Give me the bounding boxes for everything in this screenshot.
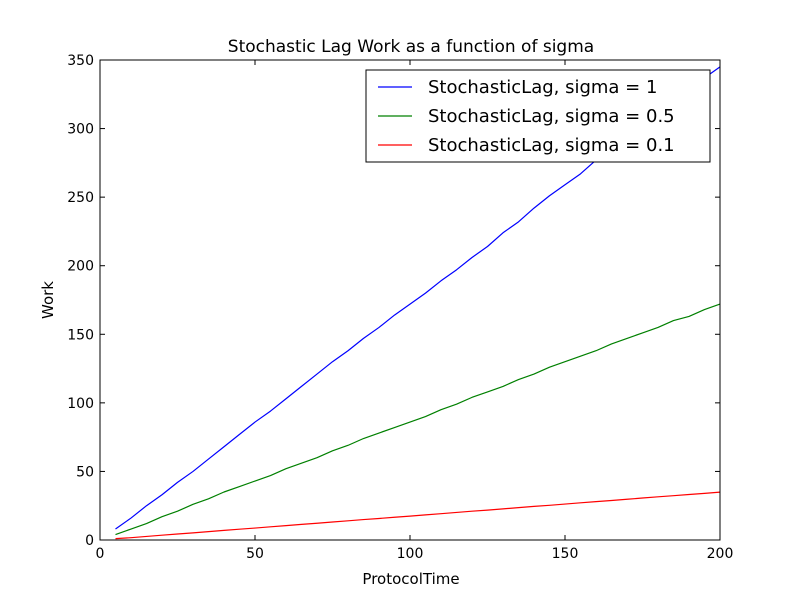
y-tick-label: 100 [67, 396, 94, 412]
y-tick-label: 200 [67, 259, 94, 275]
y-tick-label: 350 [67, 53, 94, 69]
y-axis-label: Work [39, 281, 57, 319]
legend-label-2: StochasticLag, sigma = 0.5 [428, 106, 675, 127]
legend-box [365, 69, 711, 163]
y-tick-label: 0 [85, 533, 94, 549]
series-line-2 [115, 303, 721, 536]
x-tick-label: 50 [246, 546, 264, 562]
y-tick-label: 250 [67, 190, 94, 206]
series-line-3 [115, 491, 721, 540]
x-tick-label: 100 [397, 546, 424, 562]
x-tick-label: 150 [552, 546, 579, 562]
legend-label-3: StochasticLag, sigma = 0.1 [428, 135, 675, 156]
y-tick-label: 150 [67, 327, 94, 343]
y-tick-label: 50 [76, 464, 94, 480]
x-tick-label: 200 [707, 546, 734, 562]
x-tick-label: 0 [96, 546, 105, 562]
legend: StochasticLag, sigma = 1 StochasticLag, s… [365, 69, 711, 163]
y-tick-label: 300 [67, 122, 94, 138]
plot-area: 0 50 100 150 200 0 50 100 150 200 250 300 350 [67, 53, 733, 562]
chart-title: Stochastic Lag Work as a function of sig… [228, 37, 594, 57]
x-axis-label: ProtocolTime [362, 570, 459, 588]
legend-label-1: StochasticLag, sigma = 1 [428, 77, 657, 98]
